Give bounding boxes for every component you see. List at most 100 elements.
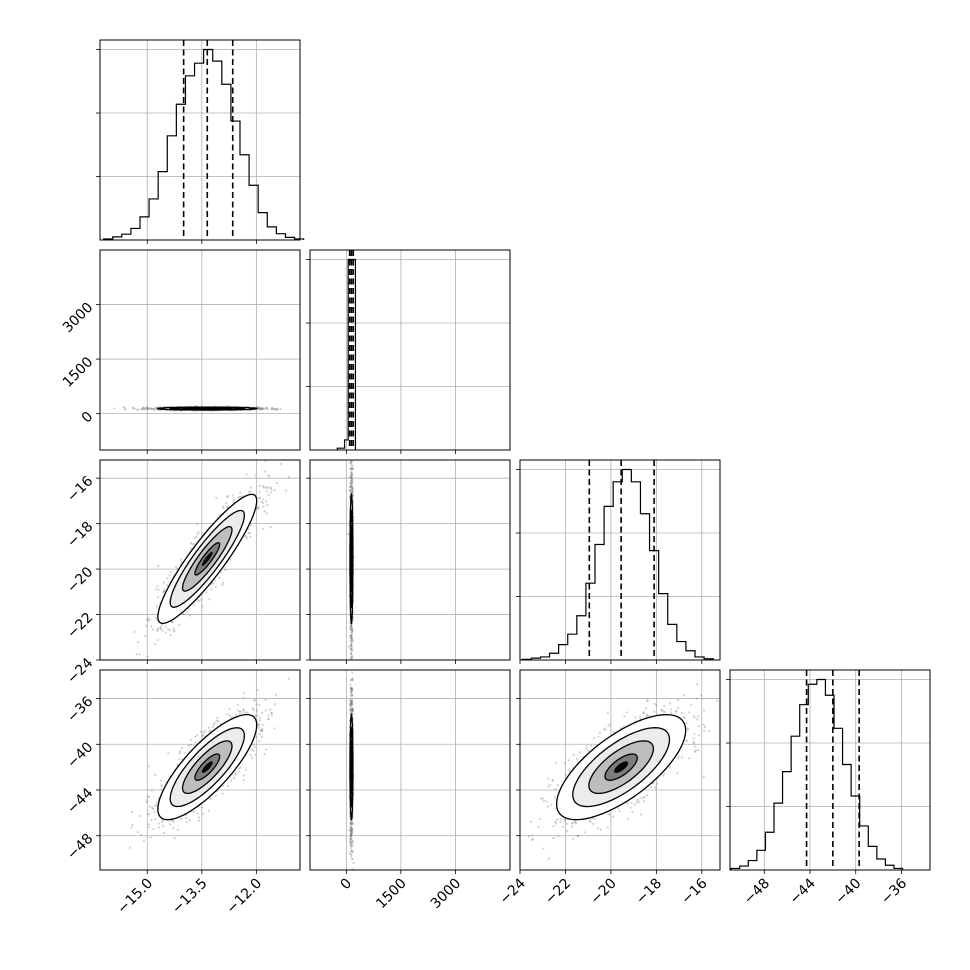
scatter-point: [646, 700, 649, 703]
scatter-point: [263, 509, 266, 513]
scatter-point: [232, 776, 235, 779]
y-tick-label: −48: [64, 831, 96, 863]
scatter-point: [132, 407, 135, 410]
scatter-point: [350, 831, 353, 834]
scatter-point: [697, 749, 700, 752]
contour-line: [157, 713, 258, 821]
panel-frame: [519, 669, 721, 871]
scatter-point: [267, 474, 271, 478]
scatter-point: [142, 840, 146, 843]
scatter-point: [195, 535, 198, 539]
scatter-point: [214, 794, 218, 797]
scatter-point: [216, 716, 219, 720]
scatter-point: [639, 717, 642, 720]
scatter-point: [249, 486, 253, 489]
scatter-point: [155, 804, 158, 807]
scatter-point: [273, 408, 276, 411]
scatter-point: [148, 407, 152, 410]
scatter-point: [226, 784, 230, 788]
scatter-point: [349, 832, 352, 836]
x-tick-label: −22: [542, 876, 574, 908]
scatter-point: [349, 484, 353, 488]
scatter-point: [547, 857, 550, 860]
scatter-point: [352, 861, 355, 865]
scatter-point: [162, 590, 165, 593]
scatter-point: [242, 692, 245, 695]
scatter-point: [685, 722, 688, 725]
scatter-point: [350, 694, 353, 698]
scatter-point: [180, 817, 183, 821]
scatter-point: [124, 408, 127, 411]
scatter-point: [193, 536, 196, 540]
density-core: [201, 761, 213, 773]
scatter-point: [547, 785, 550, 788]
scatter-point: [138, 653, 141, 656]
scatter-point: [350, 649, 354, 652]
scatter-point: [145, 406, 148, 409]
scatter-point: [252, 749, 255, 752]
scatter-point: [168, 629, 171, 632]
scatter-point: [555, 761, 558, 764]
scatter-point: [606, 711, 609, 714]
scatter-point: [351, 488, 354, 491]
scatter-point: [243, 534, 246, 538]
scatter-point: [221, 583, 224, 587]
scatter-point: [172, 821, 175, 824]
scatter-point: [696, 718, 699, 721]
scatter-point: [260, 406, 263, 410]
scatter-point: [265, 512, 268, 515]
scatter-point: [349, 467, 352, 470]
scatter-point: [274, 407, 277, 410]
scatter-point: [350, 648, 353, 651]
scatter-point: [261, 723, 264, 727]
scatter-point: [267, 717, 270, 721]
scatter-point: [145, 624, 148, 627]
scatter-point: [153, 804, 156, 807]
scatter-point: [645, 715, 648, 718]
scatter-point: [669, 766, 672, 769]
scatter-point: [698, 734, 701, 737]
histogram-step-1: [336, 258, 357, 450]
scatter-point: [349, 841, 352, 844]
scatter-point: [617, 807, 620, 810]
scatter-point: [255, 703, 258, 706]
scatter-point: [136, 408, 139, 411]
scatter-point: [156, 628, 159, 631]
scatter-point: [592, 822, 595, 825]
scatter-point: [694, 749, 697, 752]
scatter-point: [571, 825, 574, 828]
scatter-point: [244, 768, 248, 771]
scatter-point: [350, 655, 353, 659]
y-tick-label: 1500: [60, 354, 97, 391]
scatter-point: [209, 797, 212, 800]
scatter-point: [350, 479, 353, 482]
scatter-point: [169, 570, 173, 574]
scatter-point: [563, 819, 567, 822]
scatter-point: [349, 705, 352, 708]
scatter-point: [350, 699, 353, 702]
scatter-panel-1-3: [306, 669, 511, 877]
scatter-point: [633, 803, 636, 806]
scatter-point: [640, 796, 643, 799]
scatter-point: [351, 699, 354, 703]
scatter-point: [351, 858, 354, 861]
scatter-point: [163, 589, 166, 592]
scatter-point: [350, 628, 354, 631]
scatter-point: [159, 625, 162, 628]
scatter-point: [257, 723, 261, 727]
scatter-point: [270, 488, 273, 491]
scatter-point: [663, 704, 666, 708]
scatter-point: [350, 633, 353, 636]
scatter-point: [646, 698, 649, 702]
scatter-point: [552, 825, 555, 828]
scatter-point: [252, 708, 255, 712]
scatter-point: [697, 715, 700, 718]
scatter-point: [269, 708, 272, 711]
scatter-point: [196, 734, 199, 737]
scatter-point: [351, 875, 353, 877]
scatter-point: [262, 505, 265, 508]
scatter-point: [349, 686, 352, 689]
scatter-point: [351, 707, 354, 710]
scatter-point: [136, 831, 140, 834]
scatter-point: [583, 831, 586, 834]
